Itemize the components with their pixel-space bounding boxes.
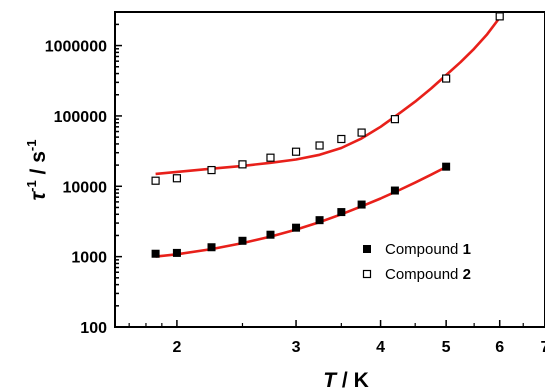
x-tick-label: 5 <box>442 339 451 356</box>
point-s2-10 <box>442 74 451 83</box>
point-s1-7 <box>337 208 346 217</box>
y-tick-label: 1000000 <box>45 39 107 56</box>
point-s2-5 <box>291 147 301 156</box>
point-s1-1 <box>172 248 181 257</box>
point-s1-10 <box>442 162 451 171</box>
y-tick-labels: 100 1000 10000 100000 1000000 <box>45 39 107 337</box>
x-tick-label: 6 <box>495 339 504 356</box>
legend-label-1: Compound 1 <box>385 241 471 258</box>
point-s1-8 <box>357 200 366 209</box>
axes <box>114 11 545 328</box>
tick-marks <box>115 11 545 328</box>
legend-marker-2 <box>362 269 372 279</box>
fit-curves <box>155 16 501 258</box>
point-s2-7 <box>337 134 346 144</box>
fit-curve-2 <box>155 16 501 176</box>
point-s2-4 <box>266 153 275 162</box>
y-tick-label: 100 <box>80 320 107 337</box>
point-s2-6 <box>315 141 324 150</box>
point-s2-9 <box>390 115 400 124</box>
point-s2-3 <box>238 160 247 169</box>
y-tick-label: 100000 <box>54 109 107 126</box>
point-s1-6 <box>315 216 324 225</box>
y-tick-label: 1000 <box>71 250 107 267</box>
x-tick-labels: 2 3 4 5 6 7 <box>172 339 545 356</box>
point-s1-2 <box>207 243 216 252</box>
point-s1-5 <box>292 223 301 232</box>
point-s1-9 <box>390 186 399 195</box>
point-s2-2 <box>207 165 216 175</box>
point-s1-4 <box>266 230 275 239</box>
x-tick-label: 3 <box>292 339 301 356</box>
point-s2-11 <box>495 12 504 21</box>
data-points <box>151 12 504 258</box>
fit-curve-1 <box>155 165 447 258</box>
legend-label-2: Compound 2 <box>385 266 471 283</box>
plot-frame <box>114 11 545 328</box>
x-tick-label: 2 <box>172 339 181 356</box>
legend-marker-1 <box>363 245 371 253</box>
point-s1-3 <box>238 236 247 245</box>
point-s1-0 <box>151 249 160 258</box>
y-tick-label: 10000 <box>63 179 108 196</box>
x-tick-label: 4 <box>376 339 385 356</box>
legend: Compound 1 Compound 2 <box>362 241 471 283</box>
point-s2-0 <box>151 176 160 185</box>
point-s2-8 <box>357 128 366 137</box>
point-s2-1 <box>172 174 182 183</box>
x-tick-label: 7 <box>541 339 545 356</box>
y-axis-label: τ-1 / s-1 <box>24 140 50 201</box>
x-axis-label: T / K <box>323 369 369 390</box>
